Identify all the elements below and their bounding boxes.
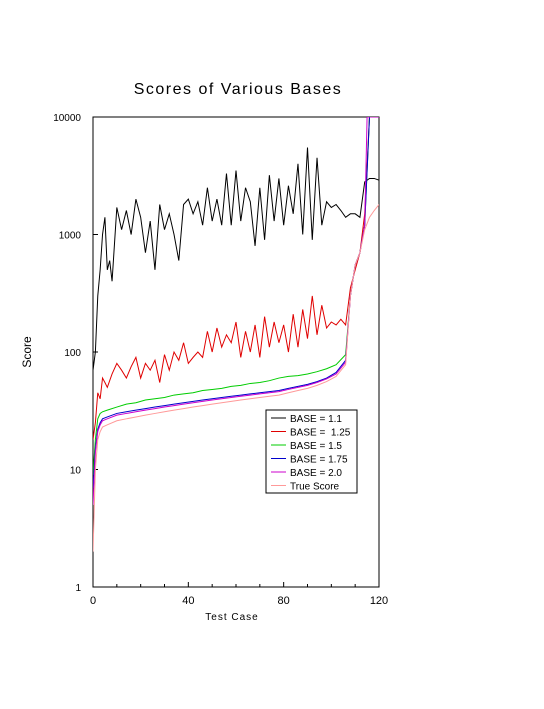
series-lines	[93, 117, 379, 552]
legend-box	[265, 409, 358, 494]
series-line	[93, 117, 379, 440]
x-tick-label: 120	[370, 595, 388, 607]
y-axis: 1 10 100 1000 10000	[53, 113, 98, 594]
y-tick-label: 1	[75, 583, 81, 594]
y-tick-label: 10000	[53, 113, 81, 124]
x-tick-label: 40	[182, 595, 194, 607]
series-line	[93, 147, 379, 371]
legend-label: BASE = 2.0	[290, 468, 342, 479]
chart-title: Scores of Various Bases	[134, 81, 343, 98]
plot-frame	[92, 116, 380, 588]
x-axis-label: Test Case	[205, 612, 258, 623]
y-axis-label: Score	[20, 336, 34, 368]
y-tick-label: 10	[70, 466, 82, 477]
y-tick-label: 100	[64, 348, 81, 359]
legend-label: BASE = 1.1	[290, 414, 342, 425]
x-tick-label: 80	[278, 595, 290, 607]
legend-label: BASE = 1.5	[290, 441, 342, 452]
series-line	[93, 204, 379, 552]
legend-label: True Score	[290, 482, 340, 493]
legend: BASE = 1.1 BASE = 1.25 BASE = 1.5 BASE = 1.…	[265, 409, 358, 494]
legend-label: BASE = 1.25	[290, 428, 351, 439]
legend-label: BASE = 1.75	[290, 455, 348, 466]
plot-area	[92, 116, 380, 588]
x-axis: 0 40 80 120	[90, 582, 388, 607]
x-tick-label: 0	[90, 595, 96, 607]
y-tick-label: 1000	[59, 231, 82, 242]
